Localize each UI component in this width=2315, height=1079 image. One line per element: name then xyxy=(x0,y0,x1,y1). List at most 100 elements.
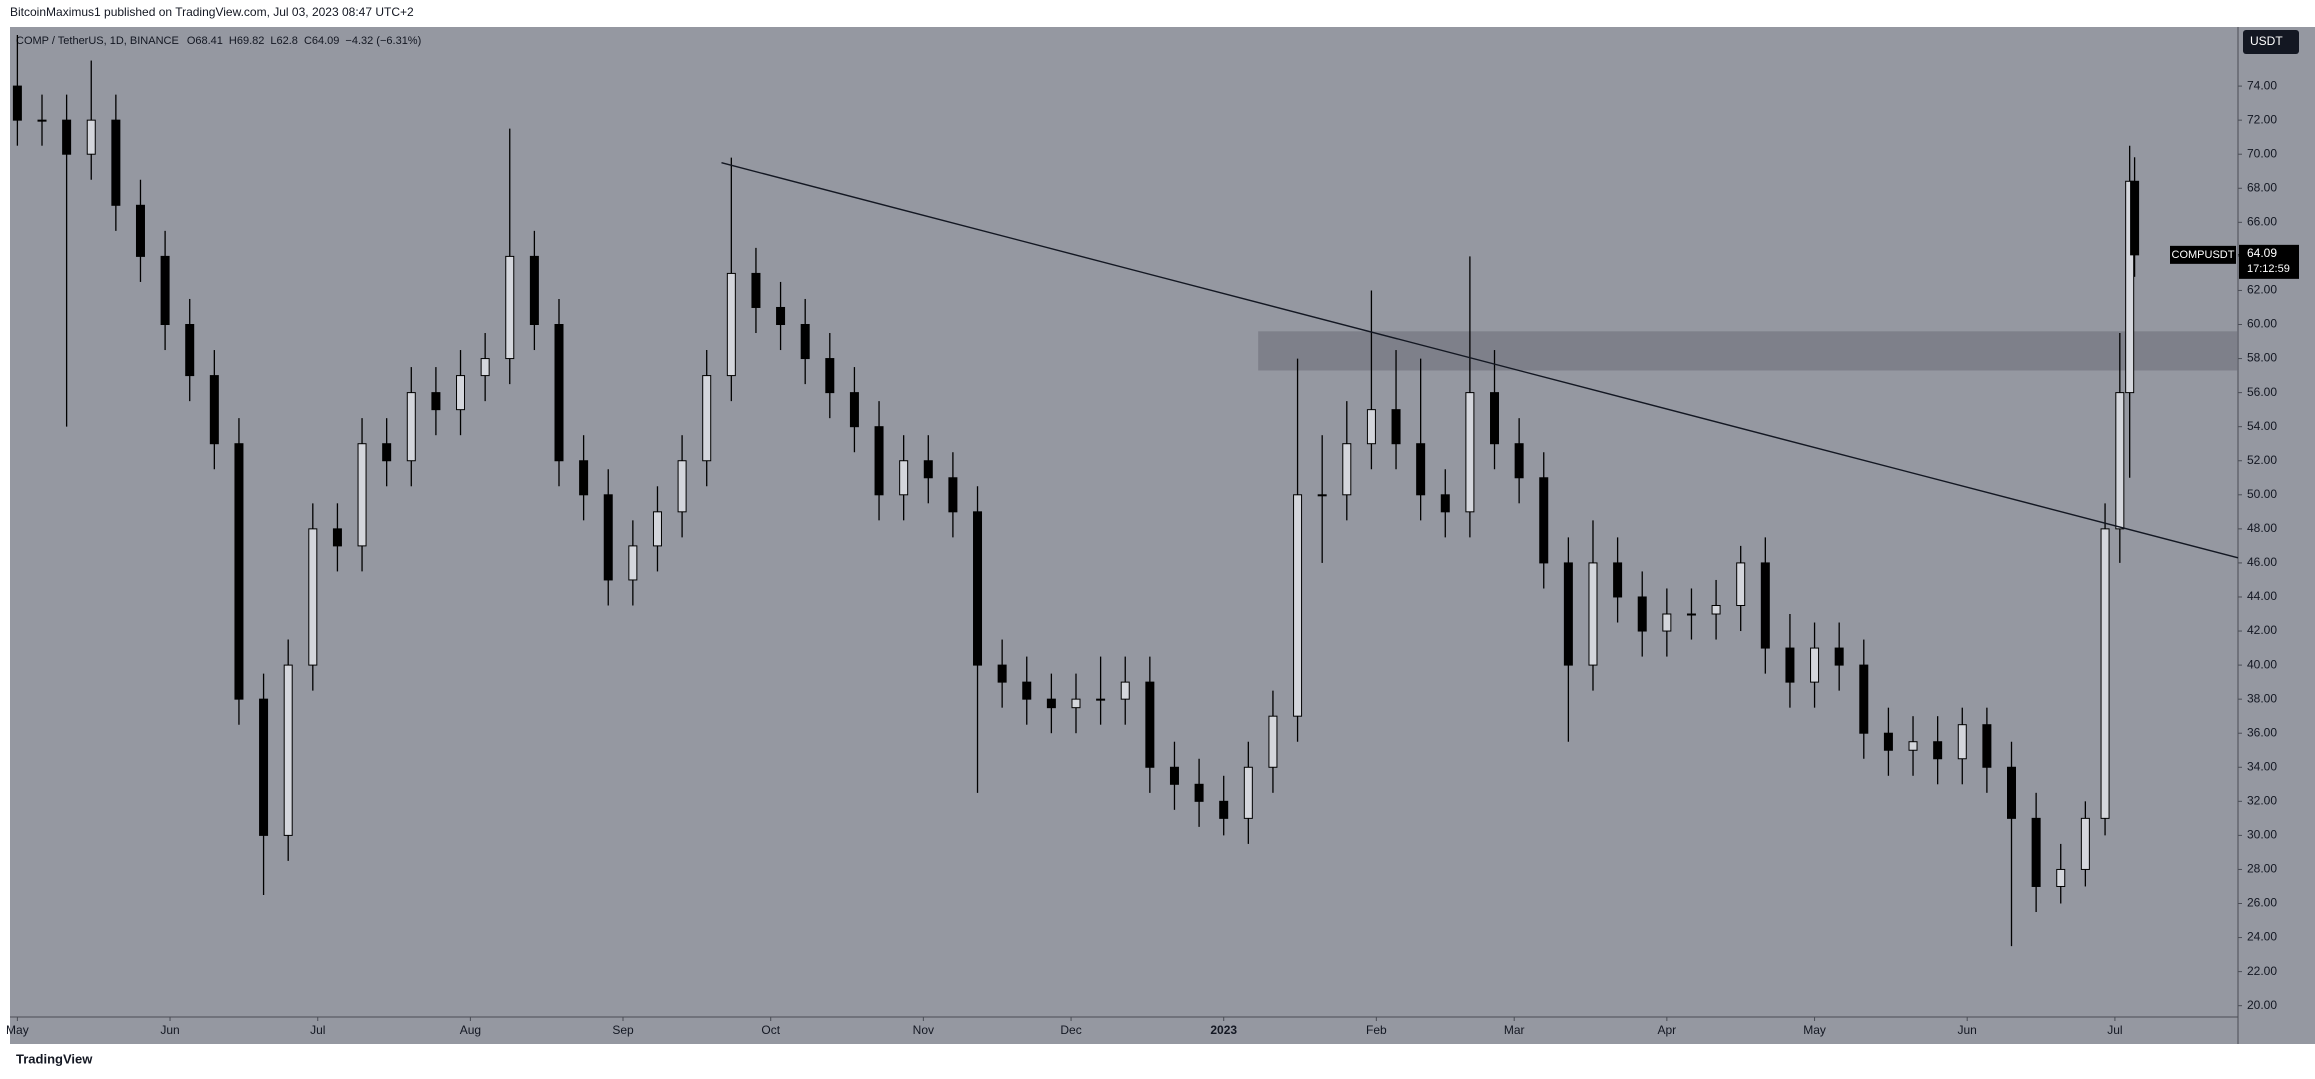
candle-body xyxy=(1810,647,1820,683)
plot-bg xyxy=(10,27,2238,1044)
candle-body xyxy=(1490,392,1500,445)
candle-body xyxy=(1145,681,1155,768)
candle-body xyxy=(2130,180,2140,256)
y-tick-label: 72.00 xyxy=(2247,112,2277,126)
price-box xyxy=(2239,244,2299,279)
candle-body xyxy=(1539,477,1549,564)
candle-body xyxy=(1317,494,1327,497)
legend-symbol: COMP / TetherUS, 1D, BINANCE xyxy=(16,35,179,47)
y-tick-label: 20.00 xyxy=(2247,998,2277,1012)
candle-body xyxy=(677,460,687,513)
candle-body xyxy=(554,324,564,462)
x-tick-label: Jul xyxy=(310,1023,325,1037)
candle-body xyxy=(997,664,1007,683)
footer-logo: TradingView xyxy=(16,1051,93,1066)
candle-body xyxy=(1834,647,1844,666)
candle-body xyxy=(899,460,909,496)
candle-body xyxy=(1465,392,1475,513)
price-name: COMPUSDT xyxy=(2172,249,2235,261)
candle-body xyxy=(1219,800,1229,819)
candle-body xyxy=(652,511,662,547)
y-tick-label: 22.00 xyxy=(2247,964,2277,978)
x-tick-label: Jun xyxy=(1958,1023,1977,1037)
x-tick-label: Feb xyxy=(1366,1023,1387,1037)
y-tick-label: 24.00 xyxy=(2247,930,2277,944)
y-tick-label: 50.00 xyxy=(2247,487,2277,501)
candle-body xyxy=(579,460,589,496)
candle-body xyxy=(603,494,613,581)
candle-body xyxy=(357,443,367,547)
candle-body xyxy=(259,698,269,836)
candle-body xyxy=(1563,562,1573,666)
y-tick-label: 46.00 xyxy=(2247,555,2277,569)
x-tick-label: Oct xyxy=(761,1023,780,1037)
currency-box xyxy=(2243,30,2299,54)
y-tick-label: 26.00 xyxy=(2247,896,2277,910)
y-tick-label: 74.00 xyxy=(2247,78,2277,92)
candle-body xyxy=(2100,528,2110,819)
candle-body xyxy=(1293,494,1303,717)
candle-body xyxy=(406,392,416,462)
candle-body xyxy=(1096,698,1106,701)
candle-body xyxy=(1859,664,1869,734)
legend-value: 62.8 xyxy=(277,35,298,47)
candle-body xyxy=(1391,409,1401,445)
candle-body xyxy=(1120,681,1130,700)
legend-value: 68.41 xyxy=(195,35,223,47)
legend-change: −4.32 (−6.31%) xyxy=(345,35,421,47)
candle-body xyxy=(874,426,884,496)
candle-body xyxy=(2125,180,2135,394)
x-tick-label: Nov xyxy=(913,1023,934,1037)
candle-body xyxy=(1933,741,1943,760)
candle-body xyxy=(160,255,170,326)
candle-body xyxy=(12,85,22,121)
candle-body xyxy=(308,528,318,666)
candle-body xyxy=(948,477,958,513)
candle-body xyxy=(1588,562,1598,666)
candle-body xyxy=(849,392,859,428)
x-tick-label: May xyxy=(1803,1023,1826,1037)
y-tick-label: 62.00 xyxy=(2247,283,2277,297)
candle-body xyxy=(1736,562,1746,606)
header: BitcoinMaximus1 published on TradingView… xyxy=(10,5,414,19)
y-tick-label: 68.00 xyxy=(2247,180,2277,194)
candle-body xyxy=(751,272,761,308)
x-tick-label: Mar xyxy=(1504,1023,1525,1037)
candle-body xyxy=(456,375,466,411)
x-tick-label: 2023 xyxy=(1210,1023,1237,1037)
candle-body xyxy=(431,392,441,411)
y-tick-label: 52.00 xyxy=(2247,453,2277,467)
legend-value: 69.82 xyxy=(237,35,265,47)
candle-body xyxy=(1637,596,1647,632)
candle-body xyxy=(2031,817,2041,887)
legend-value: 64.09 xyxy=(312,35,340,47)
time-axis-bg xyxy=(10,1017,2238,1044)
y-tick-label: 38.00 xyxy=(2247,691,2277,705)
y-tick-label: 42.00 xyxy=(2247,623,2277,637)
candle-body xyxy=(2056,868,2066,887)
candle-body xyxy=(1022,681,1032,700)
candle-body xyxy=(973,511,983,666)
y-tick-label: 28.00 xyxy=(2247,862,2277,876)
candle-body xyxy=(185,324,195,377)
x-tick-label: Jun xyxy=(160,1023,179,1037)
candle-body xyxy=(825,358,835,394)
candle-body xyxy=(111,119,121,206)
y-tick-label: 70.00 xyxy=(2247,146,2277,160)
candle-body xyxy=(1194,783,1204,802)
price-value: 64.09 xyxy=(2247,246,2277,260)
x-tick-label: Aug xyxy=(460,1023,481,1037)
price-name-box xyxy=(2170,245,2236,264)
y-tick-label: 34.00 xyxy=(2247,759,2277,773)
candle-body xyxy=(382,443,392,462)
candle-body xyxy=(209,375,219,445)
x-tick-label: Apr xyxy=(1658,1023,1677,1037)
y-tick-label: 36.00 xyxy=(2247,725,2277,739)
x-tick-label: May xyxy=(6,1023,29,1037)
candle-body xyxy=(2080,817,2090,870)
candle-body xyxy=(332,528,342,547)
candle-body xyxy=(1514,443,1524,479)
candle-body xyxy=(1760,562,1770,649)
candle-body xyxy=(1908,741,1918,751)
candle-body xyxy=(628,545,638,581)
